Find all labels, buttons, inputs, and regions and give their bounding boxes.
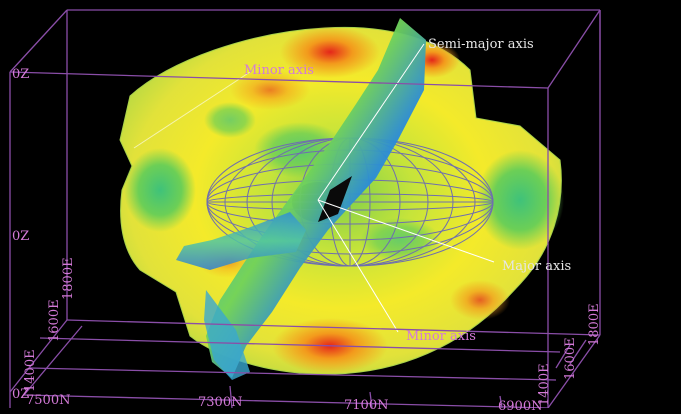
n-label-6900: 6900N: [498, 399, 543, 414]
z-label-middle: 0Z: [12, 229, 30, 244]
n-label-7100: 7100N: [344, 398, 389, 413]
section-planes: [176, 18, 426, 380]
bounding-box-front: [9, 9, 601, 408]
label-minor-axis-top: Minor axis: [244, 63, 314, 78]
z-label-top: 0Z: [12, 67, 30, 82]
e-label-1400-left: 1400E: [23, 349, 38, 392]
label-minor-axis-bottom: Minor axis: [406, 329, 476, 344]
z-label-bottom: 0Z: [12, 387, 30, 402]
n-label-7500: 7500N: [26, 393, 71, 408]
label-major-axis: Major axis: [502, 259, 572, 274]
axis-lines-front: [133, 43, 495, 333]
label-semi-major-axis: Semi-major axis: [428, 37, 534, 52]
e-label-1400-right: 1400E: [537, 363, 552, 406]
n-label-7300: 7300N: [198, 395, 243, 410]
e-label-1600-left: 1600E: [47, 299, 62, 342]
e-label-1800-right: 1800E: [587, 303, 602, 346]
e-label-1800-left: 1800E: [61, 257, 76, 300]
e-label-1600-right: 1600E: [563, 337, 578, 380]
